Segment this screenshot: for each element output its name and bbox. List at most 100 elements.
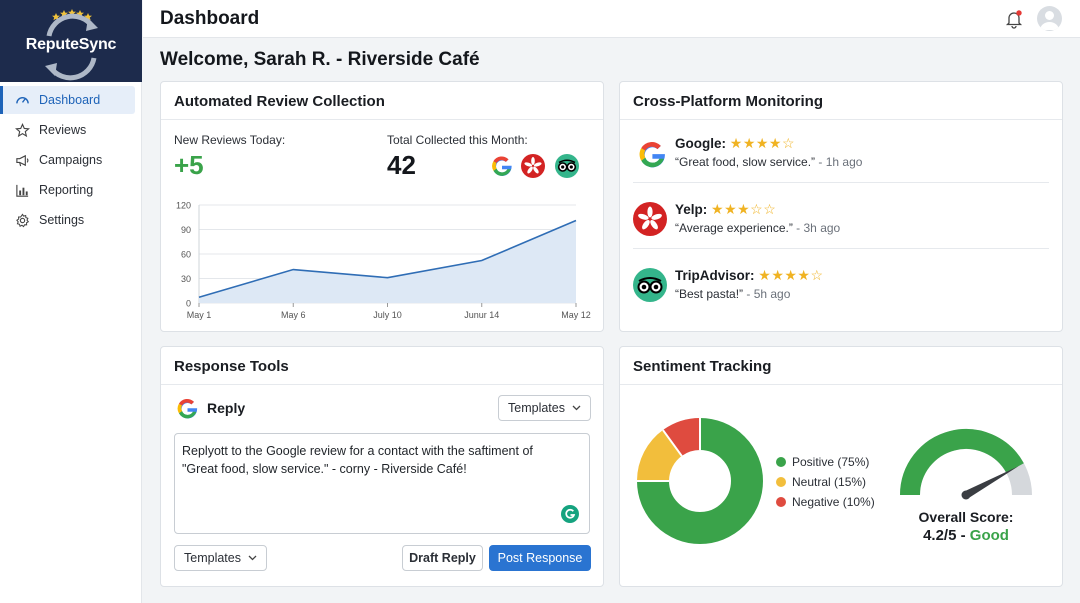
templates-dropdown-top[interactable]: Templates bbox=[498, 395, 591, 421]
chevron-down-icon bbox=[572, 405, 581, 411]
page-title: Dashboard bbox=[160, 8, 260, 29]
draft-reply-button[interactable]: Draft Reply bbox=[402, 545, 483, 571]
overall-score-label: Overall Score: bbox=[918, 509, 1014, 525]
review-header: TripAdvisor: ★★★★☆ bbox=[675, 267, 824, 284]
megaphone-icon bbox=[14, 152, 30, 168]
score-rating-word: Good bbox=[969, 527, 1009, 544]
y-tick-label: 30 bbox=[181, 274, 191, 284]
reply-label: Reply bbox=[207, 400, 246, 416]
series-area bbox=[199, 220, 576, 303]
platform-name: Yelp: bbox=[675, 202, 708, 217]
sidebar-item-label: Campaigns bbox=[39, 153, 103, 167]
x-tick-label: May 6 bbox=[281, 310, 306, 320]
legend-swatch bbox=[776, 497, 786, 507]
user-avatar[interactable] bbox=[1037, 6, 1062, 31]
review-collection-card: Automated Review Collection New Reviews … bbox=[160, 81, 604, 332]
legend-item-positive: Positive (75%) bbox=[776, 455, 869, 469]
review-header: Yelp: ★★★☆☆ bbox=[675, 201, 776, 218]
templates-dropdown-bottom[interactable]: Templates bbox=[174, 545, 267, 571]
overall-score-gauge bbox=[900, 429, 1032, 500]
total-collected-value: 42 bbox=[387, 150, 416, 180]
legend-label: Negative (10%) bbox=[792, 495, 875, 509]
logo-emblem-icon bbox=[45, 9, 98, 81]
gauge-needle bbox=[964, 466, 1019, 499]
review-time: - 5h ago bbox=[743, 287, 791, 301]
star-icon bbox=[14, 122, 30, 138]
review-item-tripadvisor[interactable]: TripAdvisor: ★★★★☆ “Best pasta!” - 5h ag… bbox=[633, 253, 1049, 315]
review-quote: “Best pasta!” bbox=[675, 287, 744, 301]
legend-item-neutral: Neutral (15%) bbox=[776, 475, 866, 489]
reply-text-line: Replyott to the Google review for a cont… bbox=[182, 444, 533, 458]
x-tick-label: July 10 bbox=[373, 310, 402, 320]
welcome-heading: Welcome, Sarah R. - Riverside Café bbox=[160, 49, 480, 70]
x-tick-label: May 12 bbox=[561, 310, 591, 320]
legend-label: Positive (75%) bbox=[792, 455, 870, 469]
sidebar-item-label: Reviews bbox=[39, 123, 87, 137]
x-tick-label: May 1 bbox=[187, 310, 212, 320]
sidebar-item-reporting[interactable]: Reporting bbox=[0, 176, 135, 204]
sidebar-item-dashboard[interactable]: Dashboard bbox=[0, 86, 135, 114]
sidebar: ReputeSync Dashboard Reviews Campaigns R… bbox=[0, 0, 142, 603]
card-title: Automated Review Collection bbox=[161, 82, 603, 120]
review-text: “Great food, slow service.” - 1h ago bbox=[675, 155, 862, 169]
star-rating: ★★★★☆ bbox=[729, 135, 796, 151]
review-quote: “Great food, slow service.” bbox=[675, 155, 816, 169]
platform-icons bbox=[492, 154, 579, 178]
grammarly-icon[interactable] bbox=[561, 505, 579, 523]
sidebar-item-label: Dashboard bbox=[39, 93, 101, 107]
notification-dot bbox=[1016, 10, 1022, 16]
series-line bbox=[198, 219, 577, 299]
review-header: Google: ★★★★☆ bbox=[675, 135, 795, 152]
dropdown-label: Templates bbox=[184, 551, 241, 565]
review-time: - 3h ago bbox=[792, 221, 841, 235]
y-tick-label: 90 bbox=[181, 225, 191, 235]
total-collected-label: Total Collected this Month: bbox=[387, 133, 528, 147]
review-time: - 1h ago bbox=[815, 155, 863, 169]
legend-swatch bbox=[776, 457, 786, 467]
tripadvisor-icon bbox=[555, 154, 579, 178]
logo-text: ReputeSync bbox=[25, 36, 117, 53]
dropdown-label: Templates bbox=[508, 401, 565, 415]
sidebar-item-settings[interactable]: Settings bbox=[0, 206, 135, 234]
yelp-icon bbox=[521, 154, 545, 178]
gear-icon bbox=[14, 212, 30, 228]
logo[interactable]: ReputeSync bbox=[0, 0, 142, 82]
chevron-down-icon bbox=[248, 555, 257, 561]
post-response-button[interactable]: Post Response bbox=[489, 545, 591, 571]
review-quote: “Average experience.” bbox=[675, 221, 793, 235]
sidebar-item-label: Settings bbox=[39, 213, 85, 227]
card-title: Sentiment Tracking bbox=[620, 347, 1062, 385]
review-item-yelp[interactable]: Yelp: ★★★☆☆ “Average experience.” - 3h a… bbox=[633, 187, 1049, 249]
review-text: “Best pasta!” - 5h ago bbox=[675, 287, 790, 301]
response-tools-card: Response Tools Reply Templates Replyott … bbox=[160, 346, 604, 587]
score-value: 4.2/5 bbox=[923, 527, 957, 544]
sidebar-item-campaigns[interactable]: Campaigns bbox=[0, 146, 135, 174]
review-item-google[interactable]: Google: ★★★★☆ “Great food, slow service.… bbox=[633, 121, 1049, 183]
legend-item-negative: Negative (10%) bbox=[776, 495, 875, 509]
gauge-needle-hub bbox=[961, 490, 971, 500]
star-rating: ★★★☆☆ bbox=[711, 201, 777, 217]
overall-score: 4.2/5 - Good bbox=[888, 527, 1044, 544]
notification-bell-icon[interactable] bbox=[1004, 9, 1024, 29]
new-reviews-value: +5 bbox=[174, 150, 204, 180]
reply-textarea[interactable]: Replyott to the Google review for a cont… bbox=[174, 433, 590, 534]
sidebar-item-reviews[interactable]: Reviews bbox=[0, 116, 135, 144]
google-icon bbox=[177, 398, 198, 419]
y-tick-label: 120 bbox=[176, 201, 191, 211]
top-bar: Dashboard bbox=[143, 0, 1080, 38]
reply-text-line: "Great food, slow service." - corny - Ri… bbox=[182, 462, 467, 476]
tripadvisor-icon bbox=[633, 268, 667, 302]
bar-chart-icon bbox=[14, 182, 30, 198]
monitoring-card: Cross-Platform Monitoring Google: ★★★★☆ … bbox=[619, 81, 1063, 332]
sentiment-card: Sentiment Tracking Positive (75%) Neutra… bbox=[619, 346, 1063, 587]
score-separator: - bbox=[956, 527, 970, 544]
sidebar-nav: Dashboard Reviews Campaigns Reporting Se… bbox=[0, 86, 141, 234]
gauge-fill bbox=[900, 429, 1024, 496]
slice-divider bbox=[662, 429, 683, 457]
sidebar-item-label: Reporting bbox=[39, 183, 94, 197]
y-tick-label: 0 bbox=[186, 299, 191, 309]
x-tick-label: Junur 14 bbox=[464, 310, 499, 320]
yelp-icon bbox=[633, 202, 667, 236]
legend-swatch bbox=[776, 477, 786, 487]
